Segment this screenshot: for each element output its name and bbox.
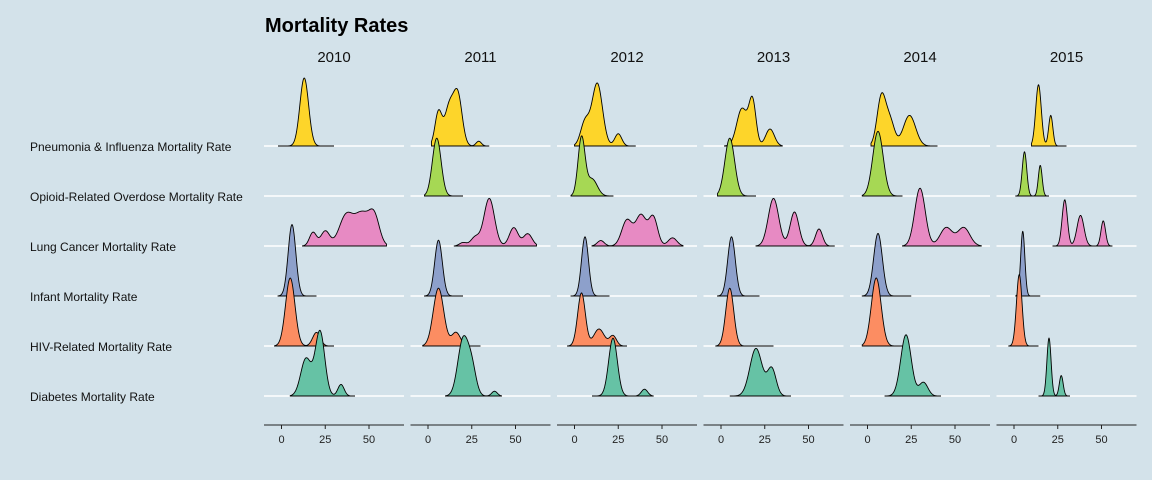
- panel-title-2013: 2013: [757, 49, 790, 66]
- x-tick-label: 0: [864, 434, 870, 446]
- x-tick-label: 50: [1095, 434, 1107, 446]
- x-tick-label: 0: [718, 434, 724, 446]
- ridge-2010-diabetes-mortality-rate: [289, 329, 355, 397]
- ridge-2015-diabetes-mortality-rate: [1038, 337, 1070, 397]
- row-label-pneumonia-influenza-mortality-rate: Pneumonia & Influenza Mortality Rate: [30, 140, 232, 154]
- ridge-2014-lung-cancer-mortality-rate: [902, 187, 982, 247]
- row-label-lung-cancer-mortality-rate: Lung Cancer Mortality Rate: [30, 240, 176, 254]
- ridge-2011-pneumonia-influenza-mortality-rate: [431, 87, 490, 147]
- x-tick-label: 0: [278, 434, 284, 446]
- panel-2012: 2012 0 25 50: [557, 49, 697, 446]
- ridge-2014-diabetes-mortality-rate: [884, 334, 942, 397]
- x-tick-label: 25: [466, 434, 478, 446]
- x-tick-label: 50: [949, 434, 961, 446]
- panel-title-2014: 2014: [903, 49, 936, 66]
- ridge-2010-lung-cancer-mortality-rate: [302, 208, 387, 247]
- panel-2010: 2010 0 25 50: [264, 49, 404, 446]
- panel-2013: 2013 0 25 50: [703, 49, 844, 446]
- ridge-2012-lung-cancer-mortality-rate: [591, 213, 684, 247]
- row-label-infant-mortality-rate: Infant Mortality Rate: [30, 290, 138, 304]
- ridge-2011-opioid-related-overdose-mortality-rate: [424, 137, 463, 197]
- x-tick-label: 50: [656, 434, 668, 446]
- panel-title-2015: 2015: [1050, 49, 1083, 66]
- ridge-2010-infant-mortality-rate: [277, 224, 317, 297]
- ridge-2013-diabetes-mortality-rate: [729, 347, 791, 397]
- x-tick-label: 25: [319, 434, 331, 446]
- ridge-2014-hiv-related-mortality-rate: [861, 277, 906, 347]
- ridge-2012-pneumonia-influenza-mortality-rate: [574, 82, 636, 147]
- ridge-2013-hiv-related-mortality-rate: [715, 287, 774, 347]
- ridge-2012-hiv-related-mortality-rate: [567, 292, 628, 347]
- ridge-2015-infant-mortality-rate: [1015, 230, 1041, 297]
- ridge-2015-pneumonia-influenza-mortality-rate: [1031, 84, 1067, 147]
- ridge-2010-hiv-related-mortality-rate: [274, 277, 334, 347]
- ridge-2012-diabetes-mortality-rate: [592, 337, 654, 397]
- ridge-2010-pneumonia-influenza-mortality-rate: [278, 77, 334, 147]
- x-tick-label: 50: [802, 434, 814, 446]
- ridge-2011-lung-cancer-mortality-rate: [453, 197, 537, 247]
- ridge-2013-infant-mortality-rate: [717, 236, 760, 297]
- ridge-2015-hiv-related-mortality-rate: [1008, 274, 1039, 347]
- panel-title-2012: 2012: [610, 49, 643, 66]
- panel-title-2011: 2011: [464, 49, 496, 66]
- ridge-2014-pneumonia-influenza-mortality-rate: [870, 92, 938, 147]
- ridge-2012-opioid-related-overdose-mortality-rate: [570, 135, 614, 197]
- row-label-diabetes-mortality-rate: Diabetes Mortality Rate: [30, 390, 155, 404]
- panel-2014: 2014 0 25 50: [850, 49, 990, 446]
- row-label-hiv-related-mortality-rate: HIV-Related Mortality Rate: [30, 340, 172, 354]
- row-label-opioid-related-overdose-mortality-rate: Opioid-Related Overdose Mortality Rate: [30, 190, 243, 204]
- x-tick-label: 50: [509, 434, 521, 446]
- panel-title-2010: 2010: [317, 49, 350, 66]
- ridge-2011-diabetes-mortality-rate: [445, 335, 502, 397]
- ridge-2013-lung-cancer-mortality-rate: [755, 197, 835, 247]
- ridge-2012-infant-mortality-rate: [570, 236, 610, 297]
- panel-2011: 2011 0 25 50: [410, 49, 551, 446]
- x-tick-label: 0: [1011, 434, 1017, 446]
- ridge-2013-opioid-related-overdose-mortality-rate: [717, 137, 756, 197]
- x-tick-label: 25: [905, 434, 917, 446]
- x-tick-label: 25: [612, 434, 624, 446]
- ridge-2015-opioid-related-overdose-mortality-rate: [1015, 151, 1049, 197]
- x-tick-label: 25: [759, 434, 771, 446]
- ridge-2015-lung-cancer-mortality-rate: [1052, 199, 1113, 247]
- ridge-2011-hiv-related-mortality-rate: [422, 287, 481, 347]
- ridge-2011-infant-mortality-rate: [424, 239, 463, 297]
- x-tick-label: 50: [363, 434, 375, 446]
- x-tick-label: 25: [1052, 434, 1064, 446]
- ridge-2014-infant-mortality-rate: [861, 233, 912, 297]
- panel-2015: 2015 0 25 50: [996, 49, 1137, 446]
- chart-title: Mortality Rates: [265, 15, 408, 37]
- ridge-2013-pneumonia-influenza-mortality-rate: [724, 95, 783, 147]
- ridge-2014-opioid-related-overdose-mortality-rate: [861, 130, 903, 197]
- x-tick-label: 0: [571, 434, 577, 446]
- x-tick-label: 0: [425, 434, 431, 446]
